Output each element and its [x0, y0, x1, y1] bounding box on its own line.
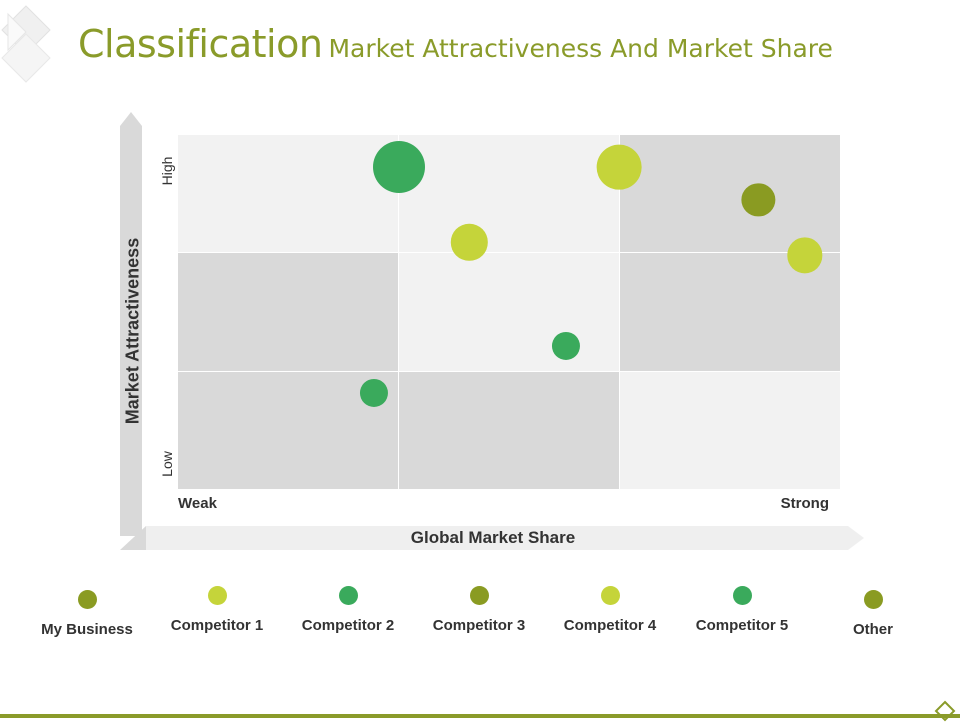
x-tick-weak: Weak: [178, 495, 217, 512]
bubble-point-5: [787, 237, 823, 274]
matrix-cell-r0-c2: [620, 135, 840, 253]
legend-label: Competitor 4: [563, 617, 657, 634]
x-axis-band: [146, 526, 848, 550]
bubble-point-6: [552, 332, 581, 361]
bubble-point-7: [360, 379, 389, 408]
x-tick-strong: Strong: [780, 495, 829, 512]
legend-item: Competitor 2: [288, 586, 408, 634]
legend-item: Competitor 5: [682, 586, 802, 634]
matrix-cell-r1-c0: [178, 253, 398, 371]
legend-item: My Business: [27, 590, 147, 638]
matrix-cell-r0-c0: [178, 135, 398, 253]
x-axis-label: Global Market Share: [410, 528, 576, 547]
legend-item: Competitor 4: [550, 586, 670, 634]
bottom-rule: [0, 714, 960, 718]
legend-label: My Business: [41, 621, 133, 638]
legend-label: Competitor 1: [170, 617, 264, 634]
legend-dot: [77, 590, 97, 609]
bubble-point-3: [451, 224, 488, 261]
corner-decoration: [1, 5, 51, 83]
x-axis-arrow: [848, 526, 864, 550]
matrix-cell-r2-c1: [399, 371, 619, 489]
legend-dot: [207, 586, 227, 605]
matrix-cell-r1-c1: [399, 253, 619, 371]
title-sub: Market Attractiveness And Market Share: [328, 34, 833, 63]
legend-dot: [338, 586, 358, 605]
corner-arrow-icon: [934, 700, 956, 722]
legend-dot: [469, 586, 489, 605]
legend-item: Competitor 1: [157, 586, 277, 634]
legend-label: Competitor 5: [695, 617, 789, 634]
y-axis-label: Market Attractiveness: [122, 237, 143, 425]
y-axis-band: [120, 126, 142, 536]
x-axis-corner: [120, 526, 146, 550]
title-main: Classification: [78, 22, 323, 66]
y-tick-low: Low: [159, 451, 175, 477]
legend-item: Other: [813, 590, 933, 638]
legend-dot: [732, 586, 752, 605]
legend-dot: [863, 590, 883, 609]
legend-item: Competitor 3: [419, 586, 539, 634]
matrix-grid: [178, 135, 840, 489]
legend-dot: [600, 586, 620, 605]
legend-label: Competitor 3: [432, 617, 526, 634]
y-tick-high: High: [159, 156, 175, 186]
bubble-point-1: [372, 140, 425, 193]
legend-label: Competitor 2: [301, 617, 395, 634]
page-title: Classification Market Attractiveness And …: [78, 22, 833, 66]
bubble-point-4: [741, 183, 775, 217]
y-axis-arrow: [120, 112, 142, 126]
legend-label: Other: [852, 621, 893, 638]
matrix-cell-r2-c2: [620, 371, 840, 489]
matrix-cell-r0-c1: [399, 135, 619, 253]
bubble-point-2: [596, 144, 642, 190]
matrix-cell-r1-c2: [620, 253, 840, 371]
